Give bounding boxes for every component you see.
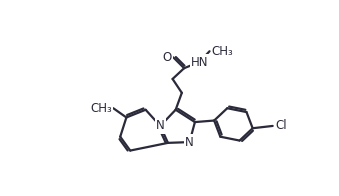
- Text: CH₃: CH₃: [212, 45, 234, 58]
- Text: N: N: [185, 136, 194, 149]
- Text: Cl: Cl: [275, 119, 286, 132]
- Text: CH₃: CH₃: [90, 102, 112, 115]
- Text: N: N: [156, 119, 165, 132]
- Text: O: O: [163, 51, 172, 64]
- Text: HN: HN: [191, 55, 208, 69]
